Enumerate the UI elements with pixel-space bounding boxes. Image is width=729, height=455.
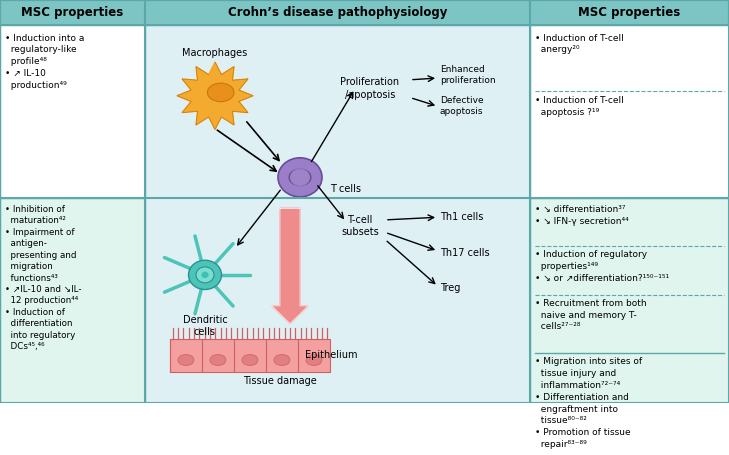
Text: Treg: Treg: [440, 283, 461, 293]
Ellipse shape: [289, 169, 311, 186]
Ellipse shape: [242, 354, 258, 365]
Text: Proliferation
/apoptosis: Proliferation /apoptosis: [340, 77, 399, 100]
FancyBboxPatch shape: [530, 198, 729, 404]
FancyBboxPatch shape: [0, 25, 145, 198]
Text: Dendritic
cells: Dendritic cells: [183, 315, 227, 337]
Text: • Induction into a
  regulatory-like
  profile⁴⁸
• ↗ IL-10
  production⁴⁹: • Induction into a regulatory-like profi…: [5, 34, 85, 90]
Circle shape: [196, 267, 214, 283]
Ellipse shape: [274, 354, 290, 365]
Text: Macrophages: Macrophages: [182, 48, 248, 58]
Text: Epithelium: Epithelium: [305, 350, 357, 359]
Text: • Induction of regulatory
  properties¹⁴⁹
• ↘ or ↗differentiation?¹⁵⁰⁻¹⁵¹: • Induction of regulatory properties¹⁴⁹ …: [535, 250, 669, 283]
Text: Defective
apoptosis: Defective apoptosis: [440, 96, 483, 116]
Text: Th1 cells: Th1 cells: [440, 212, 483, 222]
Circle shape: [278, 158, 322, 197]
FancyBboxPatch shape: [145, 25, 530, 404]
Ellipse shape: [210, 354, 226, 365]
Text: T-cell
subsets: T-cell subsets: [341, 215, 379, 238]
Bar: [170, 339, 330, 372]
Text: • ↘ differentiation³⁷
• ↘ IFN-γ secretion⁴⁴: • ↘ differentiation³⁷ • ↘ IFN-γ secretio…: [535, 205, 628, 226]
Ellipse shape: [306, 354, 322, 365]
Text: Enhanced
proliferation: Enhanced proliferation: [440, 66, 496, 86]
Circle shape: [290, 168, 310, 186]
Text: • Migration into sites of
  tissue injury and
  inflammation⁷²⁻⁷⁴
• Differentiat: • Migration into sites of tissue injury …: [535, 357, 642, 449]
Text: Tissue damage: Tissue damage: [243, 376, 317, 386]
Text: • Induction of T-cell
  apoptosis ?¹⁹: • Induction of T-cell apoptosis ?¹⁹: [535, 96, 624, 116]
Ellipse shape: [207, 83, 234, 101]
Text: T cells: T cells: [330, 184, 361, 194]
Polygon shape: [177, 62, 253, 130]
FancyBboxPatch shape: [0, 0, 729, 25]
Polygon shape: [272, 208, 308, 324]
Text: • Induction of T-cell
  anergy²⁰: • Induction of T-cell anergy²⁰: [535, 34, 624, 55]
Text: • Inhibition of
  maturation⁴²
• Impairment of
  antigen-
  presenting and
  mig: • Inhibition of maturation⁴² • Impairmen…: [5, 205, 82, 351]
Text: MSC properties: MSC properties: [578, 6, 681, 19]
Text: MSC properties: MSC properties: [21, 6, 124, 19]
Text: Crohn’s disease pathophysiology: Crohn’s disease pathophysiology: [227, 6, 447, 19]
Ellipse shape: [178, 354, 194, 365]
Circle shape: [189, 260, 222, 289]
Text: Th17 cells: Th17 cells: [440, 248, 490, 258]
FancyBboxPatch shape: [0, 198, 145, 404]
Circle shape: [201, 272, 208, 278]
Text: • Recruitment from both
  naive and memory T-
  cells²⁷⁻²⁸: • Recruitment from both naive and memory…: [535, 299, 647, 331]
FancyBboxPatch shape: [530, 25, 729, 198]
